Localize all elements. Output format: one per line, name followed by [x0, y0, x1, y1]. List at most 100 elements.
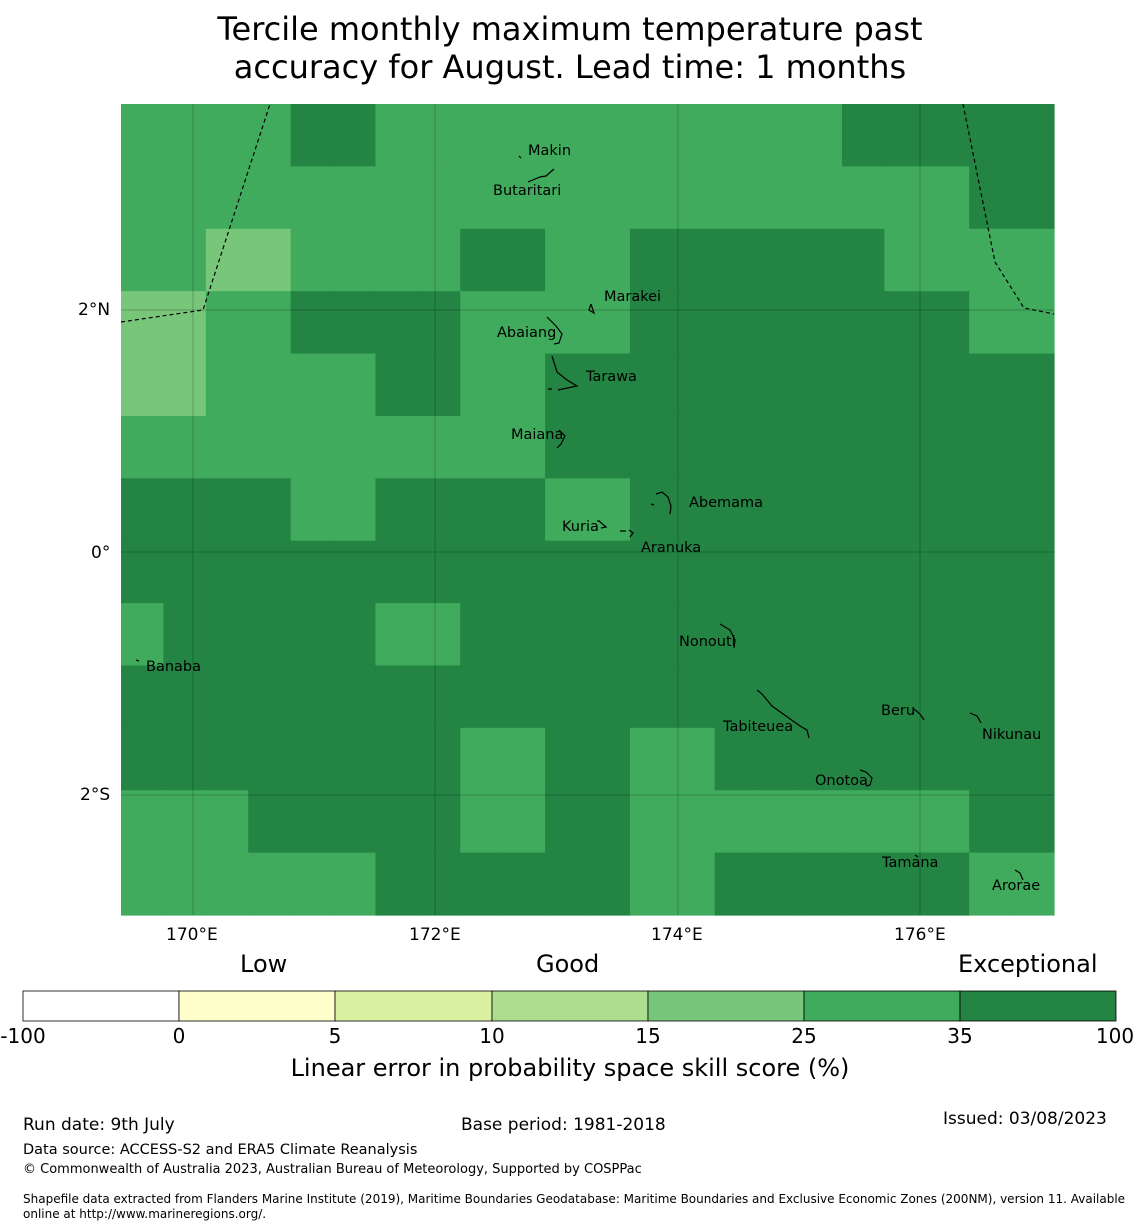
grid-cell	[629, 790, 673, 854]
grid-cell	[121, 727, 165, 791]
nonouti-outline	[719, 623, 736, 649]
grid-cell	[460, 540, 504, 604]
grid-cell	[799, 727, 843, 791]
grid-cell	[587, 727, 631, 791]
grid-cell	[121, 790, 165, 854]
grid-cell	[163, 166, 207, 230]
grid-cell	[248, 727, 292, 791]
grid-cell	[587, 415, 631, 479]
grid-cell	[290, 353, 334, 417]
grid-cell	[799, 166, 843, 230]
grid-cell	[205, 353, 249, 417]
grid-cell	[163, 603, 207, 667]
grid-cell	[1011, 540, 1055, 604]
grid-cell	[799, 291, 843, 355]
tabiteuea-outline	[756, 689, 810, 739]
grid-cell	[545, 228, 589, 292]
grid-cell	[587, 603, 631, 667]
base-period: Base period: 1981-2018	[461, 1115, 666, 1135]
grid-cell	[799, 852, 843, 916]
grid-cell	[969, 166, 1013, 230]
grid-cell	[375, 852, 419, 916]
grid-cell	[502, 166, 546, 230]
grid-cell	[841, 228, 885, 292]
grid-cell	[248, 166, 292, 230]
nikunau-outline	[969, 712, 982, 724]
grid-cell	[460, 603, 504, 667]
grid-cell	[163, 540, 207, 604]
grid-cell	[926, 291, 970, 355]
grid-cell	[1011, 353, 1055, 417]
island-label-kuria: Kuria	[562, 519, 599, 535]
grid-cell	[121, 104, 165, 167]
grid-cell	[926, 665, 970, 729]
kuria-outline	[597, 520, 608, 529]
grid-cell	[163, 228, 207, 292]
grid-cell	[205, 790, 249, 854]
grid-cell	[884, 665, 928, 729]
grid-cell	[417, 727, 461, 791]
eez-boundaries	[120, 103, 1055, 323]
grid-cell	[375, 790, 419, 854]
lon-tick-172e: 172°E	[409, 925, 461, 945]
grid-cell	[417, 790, 461, 854]
grid-cell	[121, 228, 165, 292]
grid-cell	[714, 228, 758, 292]
grid-cell	[629, 727, 673, 791]
grid-cell	[205, 852, 249, 916]
grid-cell	[1011, 665, 1055, 729]
grid-cell	[375, 228, 419, 292]
grid-cell	[205, 603, 249, 667]
grid-cell	[121, 166, 165, 230]
grid-cell	[545, 603, 589, 667]
grid-cell	[163, 727, 207, 791]
grid-cell	[205, 166, 249, 230]
grid-cell	[884, 104, 928, 167]
grid-cell	[884, 540, 928, 604]
beru-outline	[913, 708, 925, 721]
grid-cell	[205, 228, 249, 292]
grid-cell	[969, 665, 1013, 729]
grid-cell	[375, 603, 419, 667]
grid-cell	[1011, 228, 1055, 292]
island-label-beru: Beru	[881, 703, 915, 719]
grid-cell	[672, 228, 716, 292]
grid-cell	[841, 415, 885, 479]
colorbar-category-good: Good	[536, 950, 600, 978]
grid-cell	[714, 166, 758, 230]
abemama-outline	[650, 491, 672, 515]
grid-cell	[926, 603, 970, 667]
grid-cell	[502, 228, 546, 292]
grid-cell	[333, 166, 377, 230]
colorbar-segment	[491, 990, 649, 1022]
grid-cell	[121, 478, 165, 542]
lon-tick-170e: 170°E	[166, 925, 218, 945]
grid-cell	[884, 727, 928, 791]
grid-cell	[502, 478, 546, 542]
grid-cell	[502, 415, 546, 479]
grid-cell	[799, 415, 843, 479]
grid-cell	[248, 852, 292, 916]
grid-cell	[460, 353, 504, 417]
marakei-outline	[588, 303, 596, 315]
grid-cell	[333, 291, 377, 355]
lon-tick-174e: 174°E	[651, 925, 703, 945]
grid-cell	[163, 478, 207, 542]
colorbar-tick: 5	[328, 1024, 342, 1048]
grid-cell	[672, 665, 716, 729]
map-gridlines	[121, 104, 1054, 915]
grid-cell	[841, 540, 885, 604]
grid-cell	[672, 104, 716, 167]
grid-cell	[714, 291, 758, 355]
colorbar-tick: 35	[947, 1024, 973, 1048]
grid-cell	[205, 665, 249, 729]
grid-cell	[714, 727, 758, 791]
island-labels: Makin Butaritari Marakei Abaiang Tarawa …	[146, 143, 1041, 894]
onotoa-outline	[859, 769, 873, 787]
grid-cell	[841, 353, 885, 417]
grid-cell	[417, 478, 461, 542]
grid-cell	[333, 104, 377, 167]
grid-cell	[799, 478, 843, 542]
grid-cell	[799, 665, 843, 729]
